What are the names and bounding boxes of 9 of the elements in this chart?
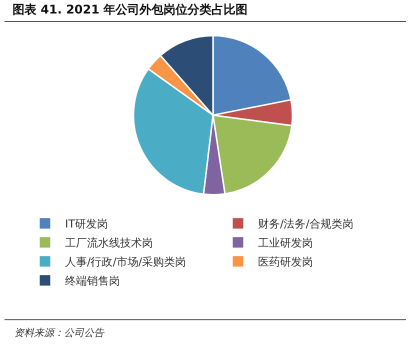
legend-label: 财务/法务/合规类岗 [258, 218, 354, 231]
legend-label: 终端销售岗 [65, 274, 120, 288]
legend-label: 工厂流水线技术岗 [65, 236, 153, 250]
legend-label: 医药研发岗 [258, 256, 313, 269]
legend-label: 工业研发岗 [258, 236, 313, 250]
legend-label: 人事/行政/市场/采购类岗 [65, 256, 186, 269]
chart-title: 图表 41. 2021 年公司外包岗位分类占比图 [12, 2, 248, 17]
text: 资料来源：公司公告 [14, 327, 105, 339]
legend-label: IT研发岗 [65, 218, 108, 231]
